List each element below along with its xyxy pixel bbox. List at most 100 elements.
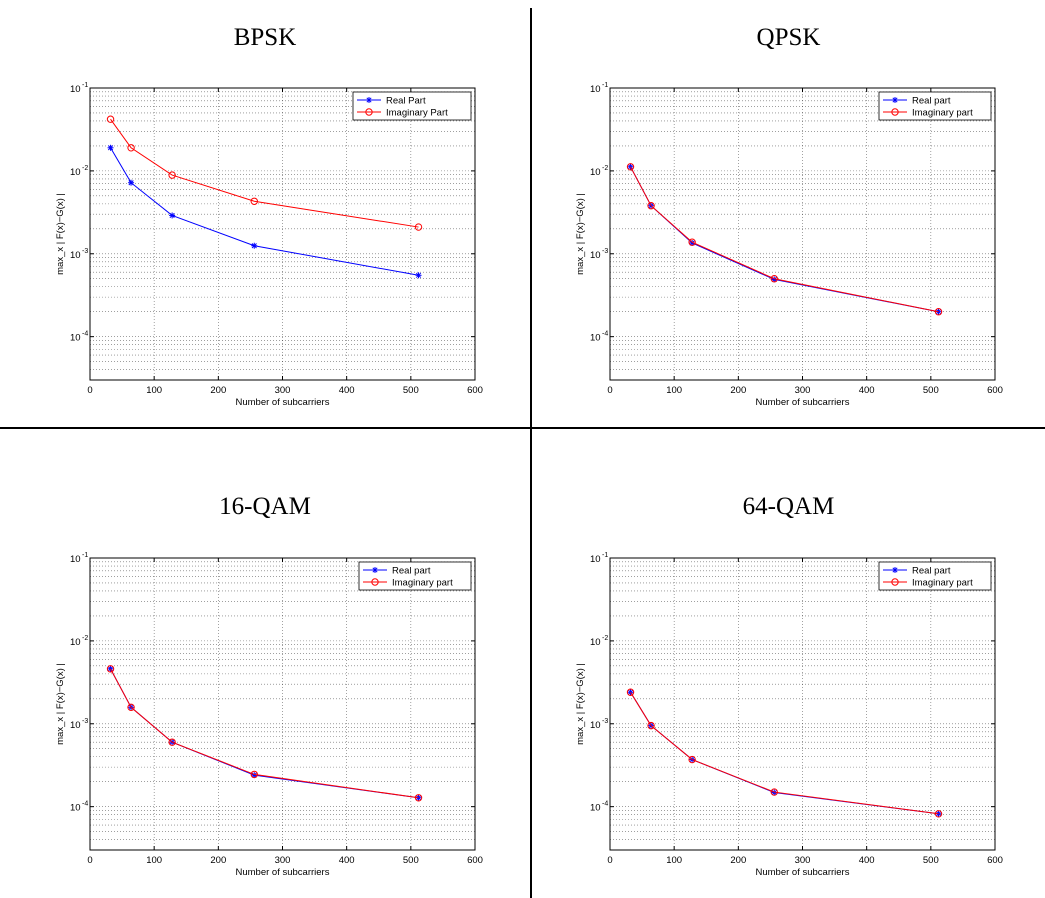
- legend-label: Real part: [912, 96, 951, 107]
- legend-marker: [372, 567, 378, 573]
- star-stroke: [415, 272, 422, 278]
- y-tick-label: 10: [590, 803, 601, 814]
- data-point: [168, 738, 176, 746]
- x-tick-label: 300: [795, 385, 811, 396]
- x-tick-label: 500: [403, 855, 419, 866]
- y-tick-label: 10: [70, 167, 81, 178]
- data-point: [127, 703, 135, 712]
- x-tick-label: 400: [859, 855, 875, 866]
- data-point: [251, 242, 258, 249]
- data-point: [127, 144, 135, 152]
- y-tick-label: 10: [70, 333, 81, 344]
- y-axis-title: max_x | F(x)−G(x) |: [55, 193, 66, 275]
- x-tick-label: 100: [666, 855, 682, 866]
- x-axis-title: Number of subcarriers: [756, 867, 850, 878]
- data-point: [250, 770, 258, 779]
- vertical-divider: [530, 8, 532, 898]
- data-point: [250, 197, 258, 205]
- data-point: [415, 272, 422, 279]
- chart-panel-qpsk: QPSK: [532, 0, 1045, 427]
- chart-panel-16qam: 16-QAM: [0, 429, 530, 898]
- series-line: [630, 691, 939, 815]
- star-stroke: [128, 180, 134, 186]
- star-stroke: [107, 145, 114, 151]
- legend-label: Real part: [392, 566, 431, 577]
- x-tick-label: 0: [87, 855, 92, 866]
- y-tick-exponent: -4: [602, 801, 608, 808]
- x-tick-label: 300: [275, 855, 291, 866]
- legend-label: Imaginary Part: [386, 108, 448, 119]
- y-tick-exponent: -4: [82, 331, 88, 338]
- x-tick-label: 200: [730, 855, 746, 866]
- y-tick-exponent: -2: [602, 635, 608, 642]
- y-tick-label: 10: [590, 720, 601, 731]
- legend-label: Real part: [912, 566, 951, 577]
- chart-panel-64qam: 64-QAM: [532, 429, 1045, 898]
- star-stroke: [689, 240, 695, 246]
- legend-label: Real Part: [386, 96, 426, 107]
- y-tick-exponent: -4: [82, 801, 88, 808]
- legend-label: Imaginary part: [392, 578, 453, 589]
- x-tick-label: 100: [666, 385, 682, 396]
- y-tick-exponent: -2: [82, 635, 88, 642]
- legend-box: [352, 91, 472, 121]
- series-line: [630, 166, 939, 313]
- data-point: [169, 212, 176, 219]
- y-tick-exponent: -1: [602, 552, 608, 559]
- x-tick-label: 200: [210, 855, 226, 866]
- y-tick-exponent: -1: [602, 82, 608, 89]
- y-tick-label: 10: [70, 720, 81, 731]
- x-tick-label: 0: [607, 855, 612, 866]
- x-tick-label: 600: [987, 385, 1003, 396]
- x-tick-label: 100: [146, 385, 162, 396]
- legend-box: [878, 91, 992, 121]
- star-stroke: [771, 276, 777, 283]
- x-tick-label: 200: [210, 385, 226, 396]
- y-tick-label: 10: [70, 803, 81, 814]
- legend-label: Imaginary part: [912, 578, 973, 589]
- x-tick-label: 400: [339, 855, 355, 866]
- data-point: [107, 144, 114, 151]
- chart-title: 16-QAM: [219, 493, 311, 520]
- y-tick-exponent: -2: [602, 165, 608, 172]
- x-tick-label: 600: [467, 385, 483, 396]
- legend-marker: [365, 108, 373, 116]
- legend-marker: [891, 578, 899, 586]
- y-tick-label: 10: [70, 554, 81, 565]
- x-axis-title: Number of subcarriers: [756, 397, 850, 408]
- legend-box: [878, 561, 992, 591]
- y-tick-exponent: -3: [82, 248, 88, 255]
- series-line: [110, 118, 419, 228]
- y-tick-label: 10: [590, 554, 601, 565]
- series-line: [630, 691, 939, 815]
- data-point: [647, 202, 655, 210]
- data-point: [626, 688, 635, 696]
- y-tick-exponent: -3: [602, 718, 608, 725]
- data-point: [414, 794, 423, 802]
- y-tick-exponent: -3: [82, 718, 88, 725]
- data-point: [934, 308, 943, 316]
- y-tick-label: 10: [590, 167, 601, 178]
- y-tick-label: 10: [590, 637, 601, 648]
- x-tick-label: 300: [795, 855, 811, 866]
- chart-panel-bpsk: BPSK: [0, 0, 530, 427]
- x-tick-label: 400: [339, 385, 355, 396]
- plot-frame: [89, 87, 476, 381]
- series-line: [630, 166, 939, 313]
- legend-marker: [892, 97, 898, 103]
- chart-title: BPSK: [233, 24, 297, 51]
- legend-box: [358, 561, 472, 591]
- data-point: [414, 223, 423, 231]
- x-axis-title: Number of subcarriers: [236, 397, 330, 408]
- data-point: [106, 665, 115, 673]
- y-axis-title: max_x | F(x)−G(x) |: [55, 663, 66, 745]
- star-stroke: [169, 212, 175, 219]
- data-point: [934, 810, 943, 818]
